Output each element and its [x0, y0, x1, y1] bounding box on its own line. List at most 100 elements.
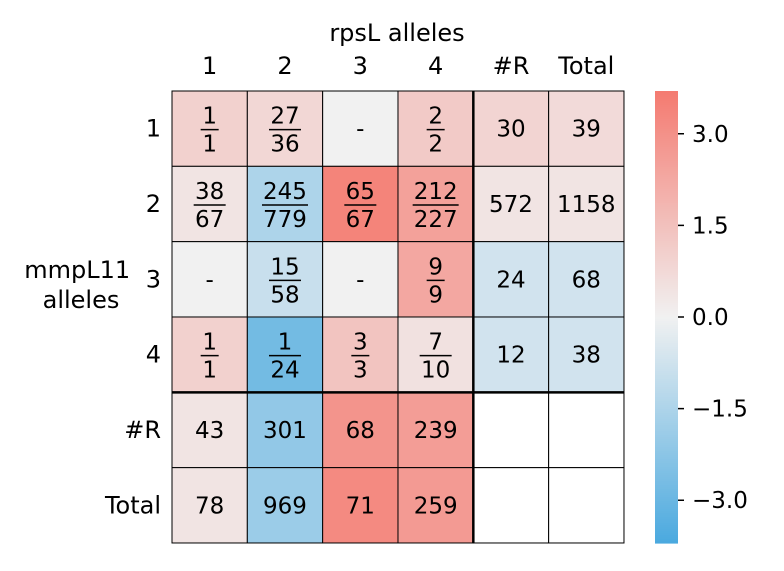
- colorbar-segment: [655, 183, 678, 186]
- colorbar-segment: [655, 467, 678, 470]
- colorbar-segment: [655, 249, 678, 252]
- heatmap-cell: [548, 467, 625, 544]
- colorbar-segment: [655, 489, 678, 492]
- colorbar-segment: [655, 327, 678, 330]
- colorbar-segment: [655, 187, 678, 190]
- heatmap-cell: [397, 316, 474, 393]
- heatmap-cell: [472, 165, 550, 243]
- colorbar-segment: [655, 333, 678, 336]
- colorbar-segment: [655, 207, 678, 210]
- colorbar-segment: [655, 517, 678, 520]
- column-tick-labels: 1 2 3 4 #R Total: [202, 52, 614, 80]
- colorbar-segment: [655, 205, 678, 208]
- cell-denominator: 58: [270, 282, 299, 308]
- colorbar-segment: [655, 283, 678, 286]
- colorbar-segment: [655, 379, 678, 382]
- heatmap-cell: [322, 316, 399, 393]
- colorbar-segment: [655, 251, 678, 254]
- colorbar-segment: [655, 201, 678, 204]
- colorbar-segment: [655, 363, 678, 366]
- colorbar-segment: [655, 135, 678, 138]
- colorbar-segment: [655, 313, 678, 316]
- colorbar-segment: [655, 493, 678, 496]
- colorbar-segment: [655, 271, 678, 274]
- colorbar-segment: [655, 133, 678, 136]
- colorbar-segment: [655, 495, 678, 498]
- colorbar-segment: [655, 259, 678, 262]
- heatmap-cell: [548, 391, 625, 469]
- colorbar-segment: [655, 351, 678, 354]
- y-axis-label-line-1: mmpL11: [24, 256, 130, 284]
- colorbar-segment: [655, 225, 678, 228]
- colorbar-segment: [655, 357, 678, 360]
- colorbar-segment: [655, 397, 678, 400]
- colorbar-segment: [655, 221, 678, 224]
- colorbar-segment: [655, 157, 678, 160]
- heatmap-cell: [472, 391, 550, 469]
- cell-value: 259: [414, 493, 458, 519]
- colorbar-segment: [655, 123, 678, 126]
- colorbar-segment: [655, 245, 678, 248]
- cell-value: 12: [496, 343, 525, 369]
- colorbar-segment: [655, 229, 678, 232]
- colorbar-segment: [655, 185, 678, 188]
- cell-denominator: 9: [428, 282, 443, 308]
- colorbar-segment: [655, 501, 678, 504]
- colorbar-segment: [655, 287, 678, 290]
- column-tick-label: 4: [428, 52, 443, 80]
- colorbar-segment: [655, 429, 678, 432]
- colorbar-segment: [655, 499, 678, 502]
- cell-numerator: 15: [270, 254, 299, 280]
- colorbar-segment: [655, 301, 678, 304]
- colorbar-segment: [655, 189, 678, 192]
- cell-value: 301: [263, 418, 307, 444]
- colorbar-segment: [655, 383, 678, 386]
- colorbar: 3.0 1.5 0.0 −1.5 −3.0: [655, 91, 748, 544]
- colorbar-segment: [655, 211, 678, 214]
- colorbar-segment: [655, 311, 678, 314]
- colorbar-segment: [655, 531, 678, 534]
- heatmap-cell: [246, 391, 324, 469]
- colorbar-segment: [655, 95, 678, 98]
- colorbar-segment: [655, 387, 678, 390]
- colorbar-segment: [655, 473, 678, 476]
- cell-numerator: 9: [428, 254, 443, 280]
- heatmap-cell: [246, 90, 324, 167]
- row-tick-labels: 1 2 3 4 #R Total: [104, 115, 161, 520]
- row-tick-label: 1: [146, 115, 161, 143]
- colorbar-segment: [655, 121, 678, 124]
- colorbar-segment: [655, 215, 678, 218]
- colorbar-segment: [655, 163, 678, 166]
- colorbar-segment: [655, 425, 678, 428]
- colorbar-segment: [655, 131, 678, 134]
- colorbar-segment: [655, 175, 678, 178]
- colorbar-segment: [655, 443, 678, 446]
- colorbar-segment: [655, 415, 678, 418]
- heatmap-cell: [397, 467, 474, 544]
- colorbar-segment: [655, 381, 678, 384]
- colorbar-segment: [655, 485, 678, 488]
- colorbar-segment: [655, 93, 678, 96]
- colorbar-segment: [655, 423, 678, 426]
- colorbar-segment: [655, 521, 678, 524]
- colorbar-segment: [655, 241, 678, 244]
- heatmap-cell: [171, 241, 248, 318]
- row-tick-label: 3: [146, 265, 161, 293]
- cell-denominator: 779: [263, 207, 307, 233]
- colorbar-segment: [655, 199, 678, 202]
- colorbar-segment: [655, 373, 678, 376]
- colorbar-segment: [655, 507, 678, 510]
- cell-denominator: 1: [202, 132, 217, 158]
- y-axis-label-line-2: alleles: [43, 286, 120, 314]
- colorbar-segment: [655, 523, 678, 526]
- colorbar-segment: [655, 319, 678, 322]
- colorbar-segment: [655, 291, 678, 294]
- colorbar-segment: [655, 483, 678, 486]
- colorbar-segment: [655, 165, 678, 168]
- colorbar-segment: [655, 391, 678, 394]
- cell-value: 1158: [557, 192, 616, 218]
- colorbar-tick-label: 0.0: [692, 305, 729, 331]
- colorbar-segment: [655, 243, 678, 246]
- colorbar-segment: [655, 129, 678, 132]
- colorbar-segment: [655, 431, 678, 434]
